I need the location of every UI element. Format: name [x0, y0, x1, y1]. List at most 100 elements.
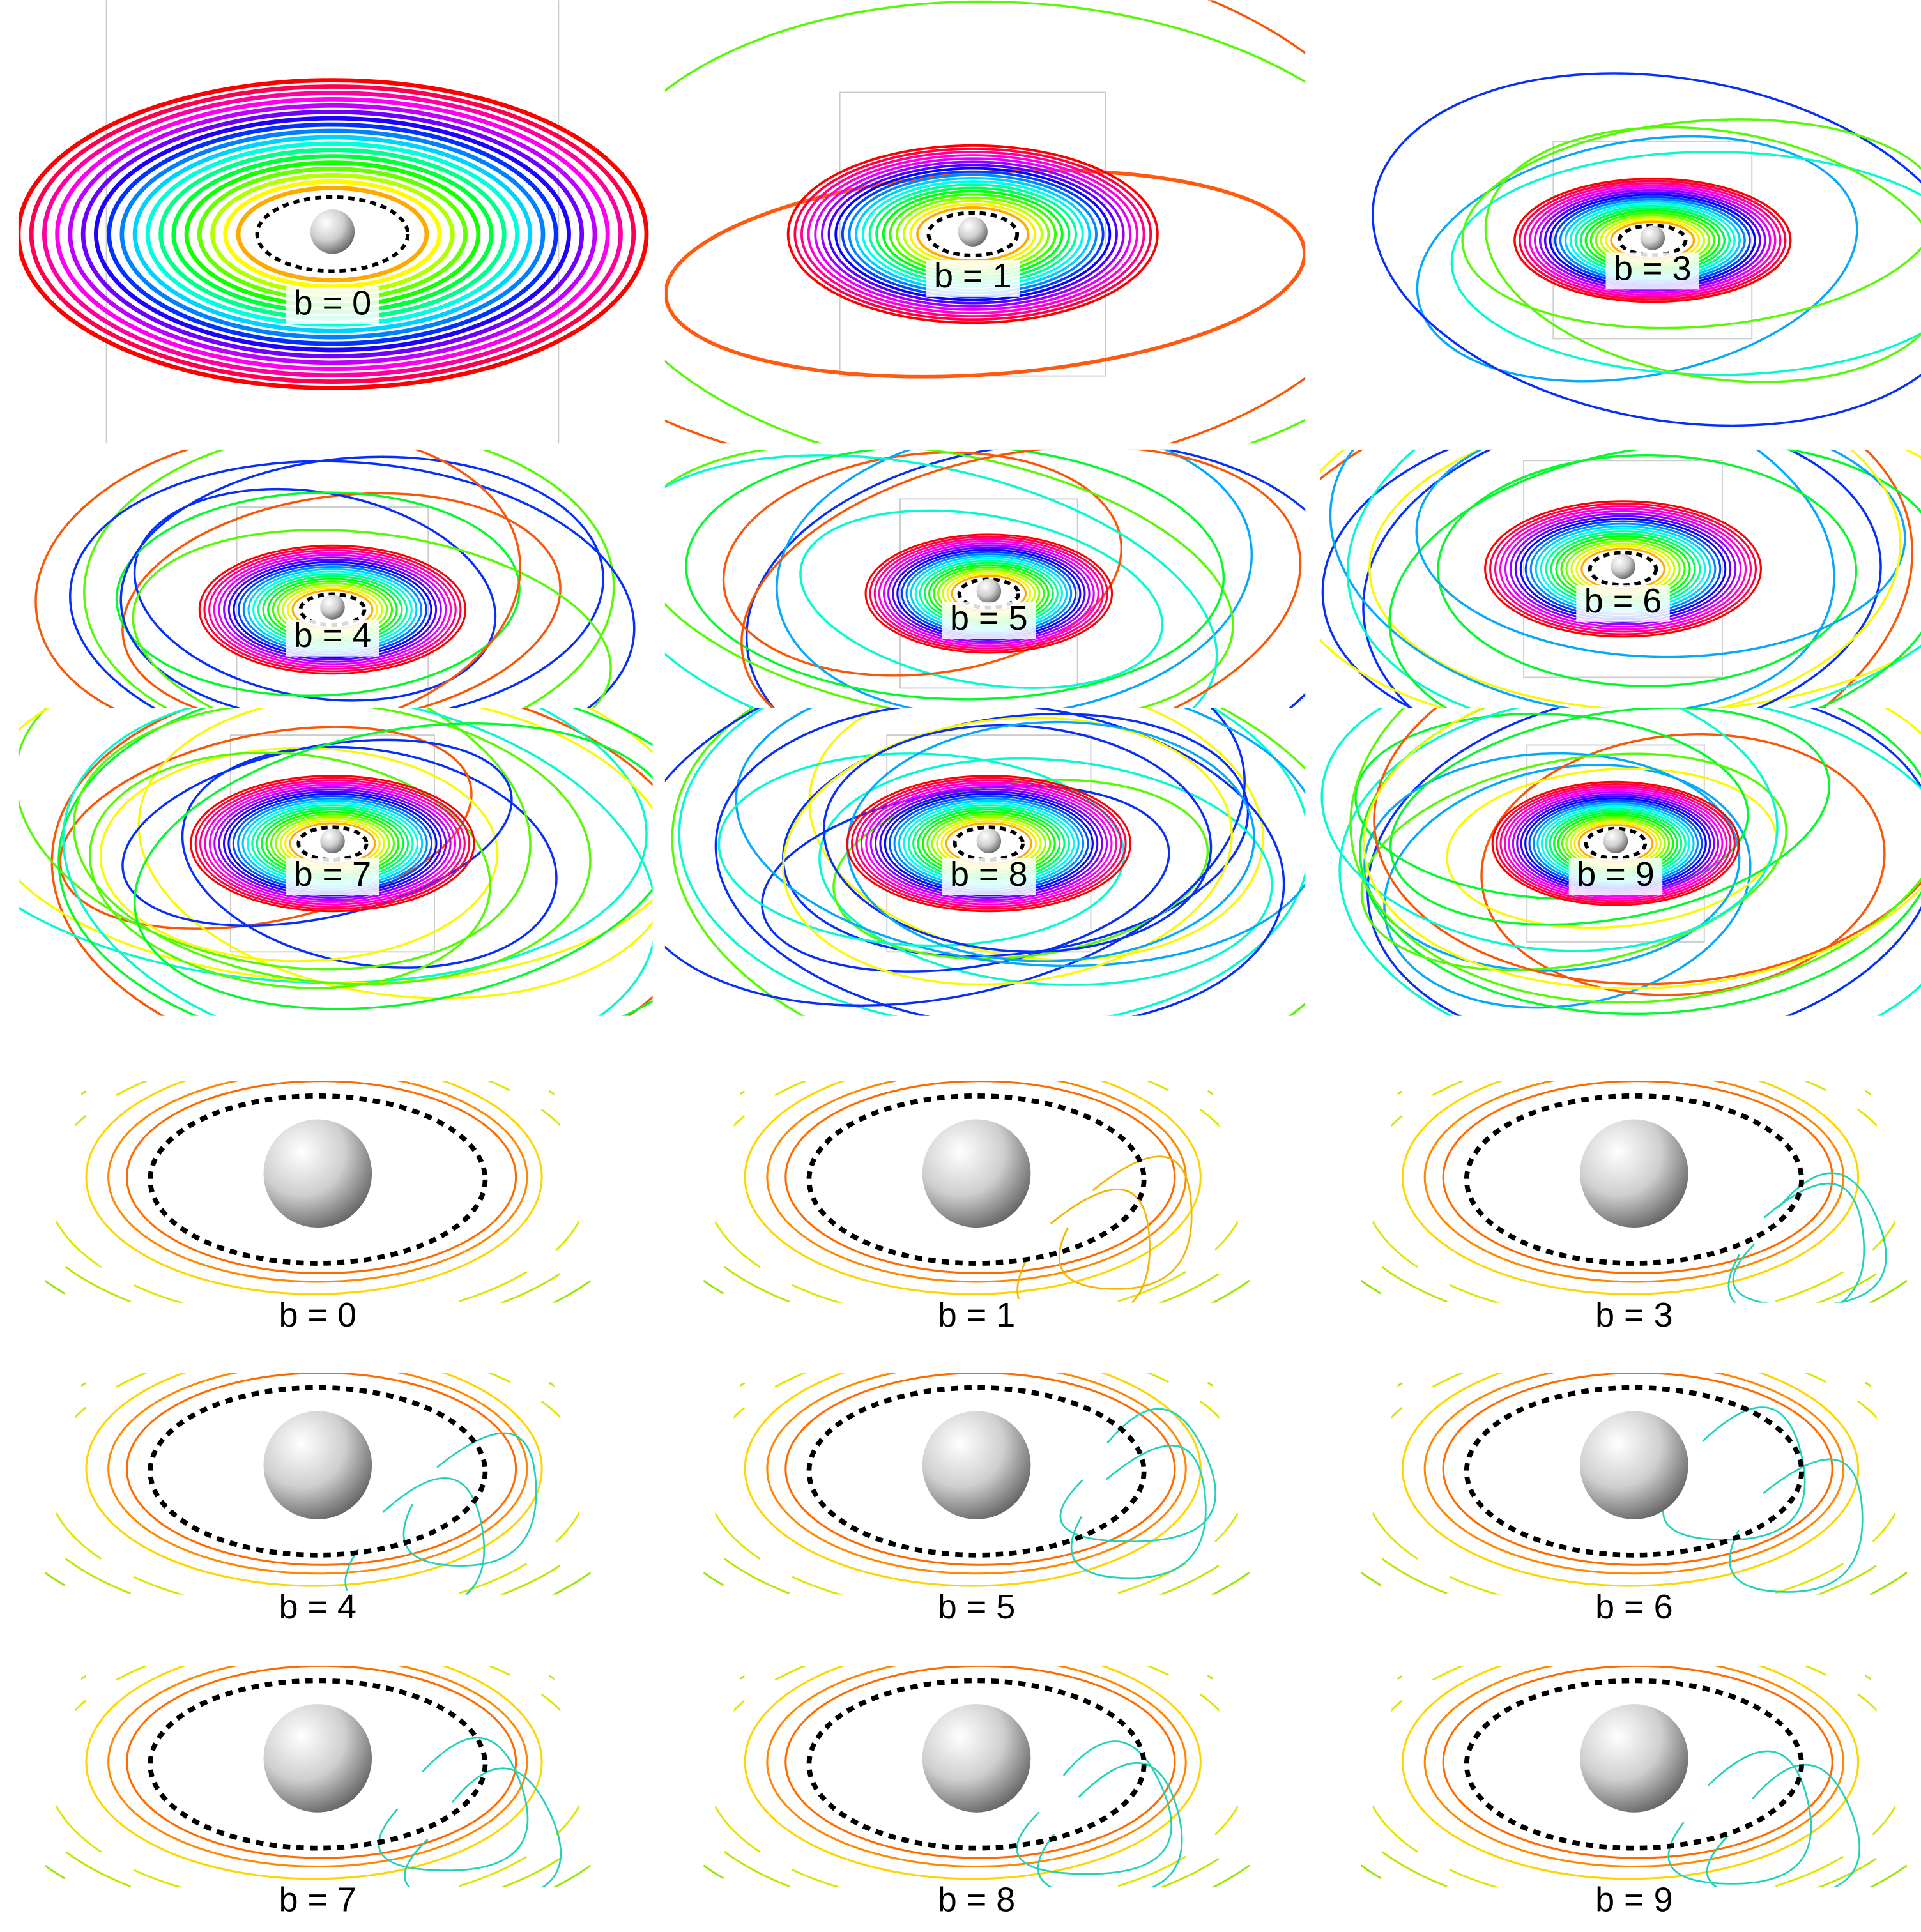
ring [1509, 512, 1737, 625]
orbit [85, 1666, 543, 1880]
panel-label: b = 4 [279, 1588, 357, 1626]
orbit [744, 1373, 1202, 1587]
ring [223, 556, 442, 663]
orbit [1423, 1081, 1845, 1283]
sphere [976, 828, 1002, 854]
horizon [148, 1678, 488, 1851]
panel-content [1320, 449, 1921, 708]
sphere [263, 1704, 372, 1813]
label-bg [1568, 858, 1663, 895]
panel-label: b = 1 [938, 1296, 1016, 1334]
ring [80, 109, 585, 359]
ring [1484, 500, 1762, 638]
orbit [125, 1373, 517, 1566]
ring [820, 160, 1125, 308]
top-panel: b = 0 [18, 0, 649, 444]
bottom-panel: b = 8 [699, 1666, 1254, 1921]
stray-orbit [133, 722, 653, 1010]
ring [865, 784, 1113, 904]
frame [899, 498, 1078, 689]
top-panel: b = 7 [18, 708, 653, 1016]
top-panel: b = 8 [664, 708, 1306, 1016]
ring [1496, 782, 1736, 904]
orbit [107, 1373, 528, 1575]
ring [218, 788, 447, 899]
panel-label: b = 6 [1595, 1588, 1673, 1626]
stray-orbit [1363, 752, 1741, 972]
panel-label: b = 4 [294, 616, 372, 655]
panel-content [664, 708, 1306, 1016]
panel-label: b = 7 [294, 855, 372, 894]
panel-label: b = 1 [934, 257, 1012, 295]
label-bg [942, 602, 1036, 639]
sphere [922, 1119, 1031, 1228]
orbit [125, 1081, 517, 1274]
ring [1508, 789, 1724, 898]
ring [869, 786, 1108, 901]
orbit [85, 1081, 543, 1295]
ring [1489, 503, 1757, 635]
panel-content [664, 0, 1306, 444]
horizon [953, 825, 1025, 862]
label-bg [930, 1590, 1023, 1628]
plunging-orbit [378, 1737, 529, 1871]
ring [208, 784, 457, 904]
stray-orbit [722, 451, 1123, 677]
frame [1552, 141, 1753, 340]
stray-orbit [50, 708, 653, 1016]
ring [827, 164, 1118, 305]
plunging-orbit [1729, 1458, 1864, 1593]
orbit [125, 1666, 517, 1859]
panel-label: b = 8 [938, 1881, 1016, 1919]
stray-orbit [57, 708, 653, 1016]
horizon [148, 1093, 488, 1266]
ring [68, 103, 597, 365]
stray-orbit [1480, 733, 1886, 996]
ring [218, 554, 447, 666]
ring [1513, 178, 1792, 303]
ring [860, 781, 1117, 906]
label-bg [930, 1883, 1023, 1921]
ring [1529, 184, 1777, 296]
panel-content [699, 1081, 1254, 1303]
stray-orbit [119, 455, 604, 708]
panel-label: b = 9 [1577, 855, 1655, 894]
panel-label: b = 5 [950, 599, 1028, 637]
stray-orbit [1320, 449, 1914, 708]
stray-orbit [664, 449, 1234, 708]
stray-orbit [799, 509, 1164, 689]
orbit [766, 1373, 1187, 1575]
horizon [806, 1385, 1147, 1558]
horizon [1588, 551, 1658, 588]
stray-orbit [83, 449, 615, 708]
plunging-orbit [1732, 1172, 1887, 1303]
horizon [1464, 1093, 1804, 1266]
ring [1538, 188, 1766, 292]
stray-orbit [1320, 449, 1902, 708]
stray-orbit [1366, 708, 1921, 1016]
bottom-panel: b = 3 [1357, 1081, 1911, 1336]
ring [1503, 787, 1727, 900]
plunging-orbit [1059, 1408, 1216, 1542]
ring [855, 779, 1122, 908]
ring [834, 167, 1112, 301]
ring [227, 558, 438, 661]
stray-orbit [18, 708, 648, 984]
plunging-orbit [402, 1432, 537, 1567]
stray-orbit [59, 726, 473, 930]
ring [198, 544, 467, 675]
ring [869, 535, 1109, 652]
ring [851, 777, 1127, 910]
ring [132, 135, 533, 333]
panel-label: b = 0 [294, 284, 372, 323]
label-bg [1605, 252, 1700, 290]
label-bg [1576, 584, 1670, 622]
top-panel: b = 9 [1320, 708, 1921, 1016]
ring [42, 91, 623, 378]
horizon [926, 211, 1020, 257]
sphere [1580, 1119, 1688, 1228]
plunging-orbit [1070, 1444, 1207, 1579]
panel-label: b = 0 [279, 1296, 357, 1334]
orbit [1442, 1373, 1833, 1566]
